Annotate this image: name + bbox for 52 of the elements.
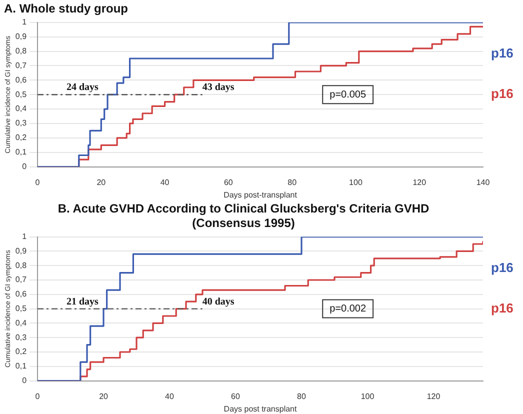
annotation: 21 days [66,296,99,308]
y-tick-label: 0,5 [15,90,28,99]
x-tick-label: 0 [35,178,40,187]
x-tick-label: 40 [165,392,175,401]
y-tick-label: 0,9 [15,246,28,256]
chart-title: A. Whole study group [4,2,128,16]
x-tick-label: 100 [349,178,363,187]
y-tick-label: 0,2 [15,133,28,142]
y-tick-label: 0,6 [15,75,28,84]
y-tick-label: 0,5 [15,304,28,314]
text: p16 [491,300,514,316]
chart-subtitle: (Consensus 1995) [192,216,295,230]
chart-title: B. Acute GVHD According to Clinical Glucksberg's Criteria GVHD [58,202,430,216]
y-tick-label: 0,3 [15,118,28,128]
x-tick-label: 140 [476,178,490,187]
y-tick-label: 0,7 [15,275,28,284]
annotation: 40 days [202,296,234,308]
x-tick-label: 120 [426,392,441,401]
text: p16 [491,86,514,102]
y-tick-label: 0,8 [15,260,28,270]
annotation: 24 days [66,82,99,94]
x-tick-label: 40 [160,178,170,187]
x-tick-label: 60 [231,392,241,401]
y-tick-label: 0,9 [15,32,28,42]
x-tick-label: 20 [99,392,109,401]
annotation: p=0.002 [330,304,366,315]
y-tick-label: 1 [22,18,28,27]
y-tick-label: 0 [22,162,28,172]
y-tick-label: 0,4 [15,318,28,328]
y-tick-label: 0,3 [15,332,28,342]
series-label: p16 [491,260,514,276]
x-tick-label: 0 [35,392,40,401]
annotation: p=0.005 [330,89,366,100]
y-tick-label: 0,8 [15,46,28,56]
y-tick-label: 1 [22,232,28,242]
x-tick-label: 80 [288,178,298,187]
y-tick-label: 0,4 [15,104,28,114]
y-tick-label: 0,7 [15,60,28,70]
x-tick-label: 60 [224,178,234,187]
x-axis-title: Days post transplant [224,404,298,414]
x-tick-label: 100 [360,392,375,401]
x-axis-title: Days post-transplant [224,190,298,200]
y-tick-label: 0,1 [15,148,28,157]
series-label: p16 [491,46,514,61]
x-tick-label: 80 [297,392,307,401]
x-tick-label: 120 [412,178,427,187]
x-tick-label: 20 [96,178,106,187]
y-tick-label: 0 [22,376,28,386]
y-tick-label: 0,2 [15,347,28,356]
y-tick-label: 0,1 [15,362,28,371]
annotation: 43 days [202,82,234,94]
y-tick-label: 0,6 [15,290,28,299]
